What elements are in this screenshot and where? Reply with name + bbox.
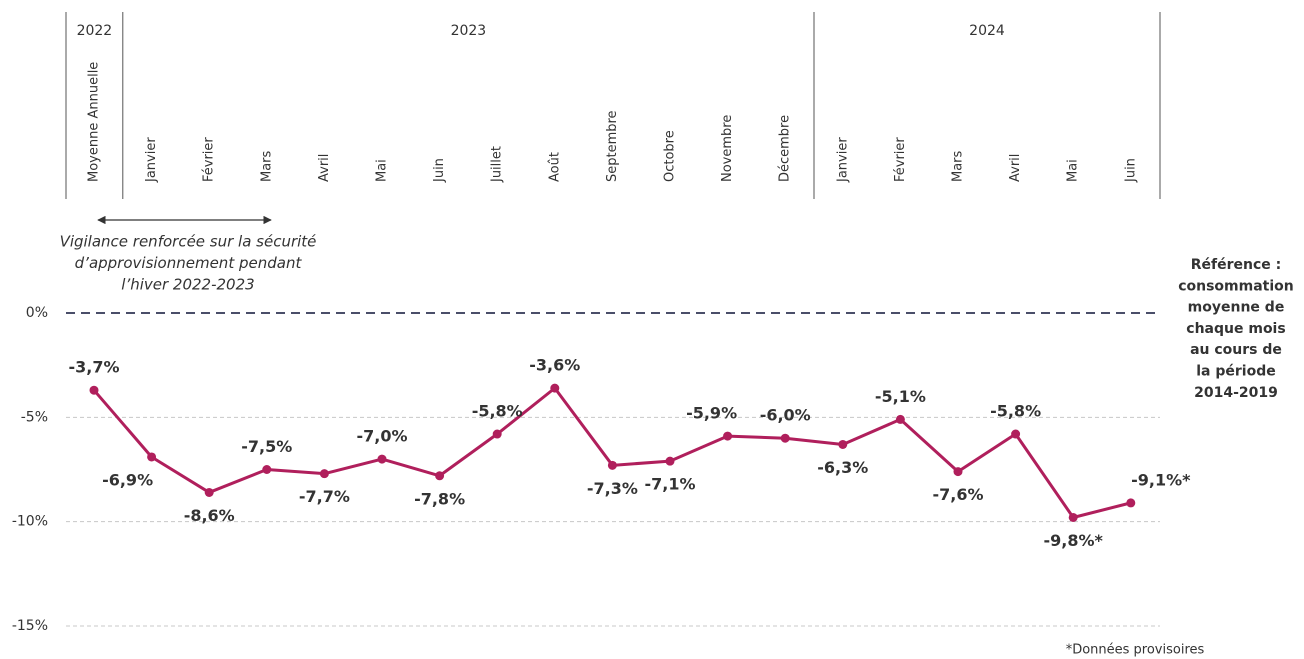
reference-note: chaque mois <box>1186 321 1285 337</box>
data-point <box>204 487 214 497</box>
y-tick-label: -15% <box>12 618 48 634</box>
data-label: -7,8% <box>414 489 465 508</box>
x-tick-label: Février <box>893 137 908 182</box>
data-point <box>607 460 617 470</box>
annotation: d’approvisionnement pendant <box>75 254 303 272</box>
data-label: -5,1% <box>875 387 926 406</box>
data-label: -5,8% <box>472 402 523 421</box>
x-tick-label: Moyenne Annuelle <box>87 62 102 182</box>
data-point <box>319 469 329 479</box>
data-label: -6,0% <box>760 406 811 425</box>
footnote: *Données provisoires <box>1066 643 1205 658</box>
data-point <box>435 471 445 481</box>
data-label: -7,7% <box>299 487 350 506</box>
year-label: 2023 <box>451 23 487 39</box>
data-point <box>723 431 733 441</box>
y-tick-label: -10% <box>12 514 48 530</box>
x-tick-label: Mai <box>375 159 390 182</box>
data-point <box>1068 512 1078 522</box>
data-point <box>665 456 675 466</box>
x-tick-label: Septembre <box>605 110 620 182</box>
data-point <box>953 467 963 477</box>
x-tick-label: Mai <box>1066 159 1081 182</box>
data-label: -9,8%* <box>1044 531 1104 550</box>
reference-note: moyenne de <box>1188 300 1285 316</box>
x-tick-label: Avril <box>1008 154 1023 182</box>
x-tick-label: Janvier <box>144 137 159 183</box>
x-tick-label: Juin <box>1123 158 1138 183</box>
year-label: 2022 <box>77 23 113 39</box>
data-label: -7,1% <box>644 475 695 494</box>
reference-note: Référence : <box>1191 257 1282 273</box>
x-tick-label: Février <box>202 137 217 182</box>
data-point <box>377 454 387 464</box>
data-point <box>147 452 157 462</box>
reference-note: consommation <box>1178 278 1294 294</box>
reference-note: 2014-2019 <box>1194 385 1278 401</box>
data-label: -5,9% <box>686 404 737 423</box>
x-tick-label: Juillet <box>490 146 505 183</box>
data-point <box>1126 498 1136 508</box>
annotation: Vigilance renforcée sur la sécurité <box>60 233 317 251</box>
data-label: -5,8% <box>990 402 1041 421</box>
data-point <box>780 433 790 443</box>
x-tick-label: Mars <box>951 150 966 182</box>
data-label: -8,6% <box>184 506 235 525</box>
data-label: -9,1%* <box>1131 470 1191 489</box>
x-tick-label: Août <box>547 152 562 182</box>
data-label: -7,6% <box>932 485 983 504</box>
annotation: l’hiver 2022-2023 <box>121 276 254 294</box>
x-tick-label: Octobre <box>663 130 678 182</box>
data-point <box>492 429 502 439</box>
data-label: -3,6% <box>529 356 580 375</box>
data-point <box>838 439 848 449</box>
data-label: -7,5% <box>241 437 292 456</box>
x-tick-label: Décembre <box>778 115 793 182</box>
x-tick-label: Juin <box>432 158 447 183</box>
x-tick-label: Janvier <box>835 137 850 183</box>
data-label: -6,3% <box>817 458 868 477</box>
year-label: 2024 <box>969 23 1005 39</box>
data-label: -3,7% <box>68 358 119 377</box>
data-point <box>262 465 272 474</box>
data-point <box>550 383 560 393</box>
x-tick-label: Novembre <box>720 115 735 182</box>
x-tick-label: Mars <box>259 150 274 182</box>
y-tick-label: 0% <box>26 305 48 321</box>
data-point <box>1011 429 1021 439</box>
y-tick-label: -5% <box>21 409 48 425</box>
reference-note: au cours de <box>1190 342 1282 358</box>
x-tick-label: Avril <box>317 154 332 182</box>
data-point <box>89 385 99 395</box>
reference-note: la période <box>1196 364 1275 380</box>
data-point <box>895 414 905 424</box>
data-label: -6,9% <box>102 470 153 489</box>
data-label: -7,3% <box>587 479 638 498</box>
data-label: -7,0% <box>356 427 407 446</box>
